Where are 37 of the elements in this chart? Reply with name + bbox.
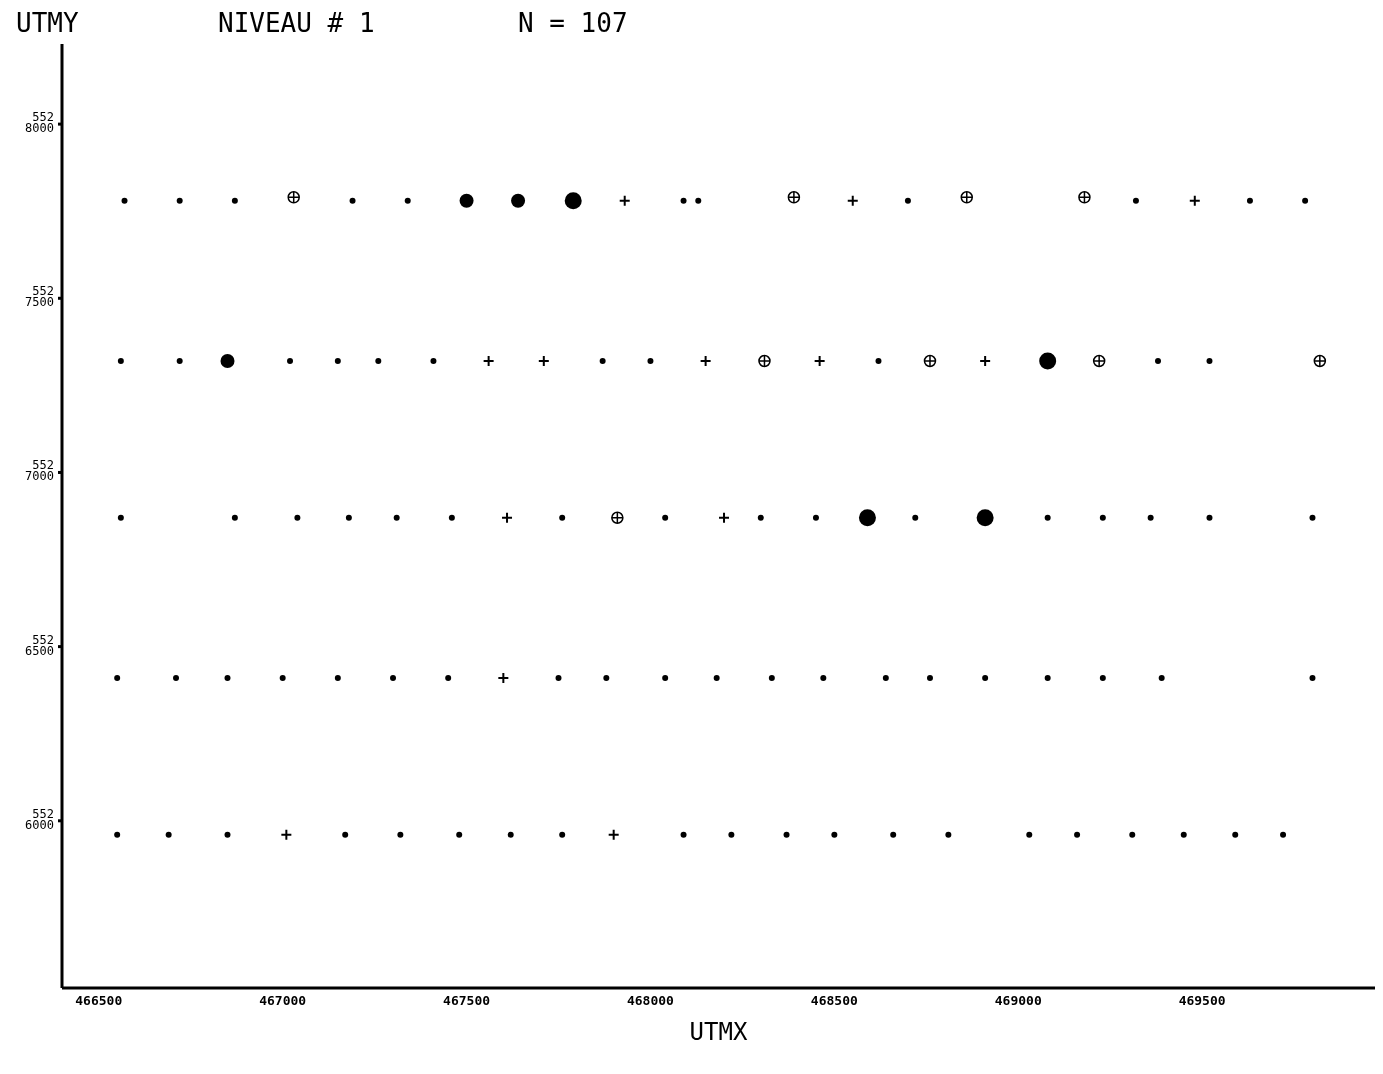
- y-tick-label: 552 7500: [25, 284, 54, 310]
- point: [220, 353, 235, 368]
- x-tick-label: 469500: [1178, 993, 1226, 1009]
- point: [846, 194, 859, 207]
- point: [923, 354, 937, 368]
- point: [287, 191, 300, 204]
- point: [280, 828, 293, 841]
- point: [611, 511, 624, 524]
- x-tick-label: 466500: [75, 993, 123, 1009]
- point: [976, 509, 994, 527]
- point: [1188, 194, 1201, 207]
- point: [607, 828, 620, 841]
- point: [1092, 354, 1106, 368]
- point: [787, 191, 801, 204]
- y-tick-label: 552 8000: [25, 110, 54, 136]
- y-axis-title: UTMY: [16, 8, 79, 38]
- x-tick-label: 467500: [443, 993, 491, 1009]
- point: [564, 192, 582, 210]
- point: [511, 193, 526, 208]
- y-tick-label: 552 6000: [25, 806, 54, 832]
- x-tick-label: 467000: [259, 993, 307, 1009]
- y-tick-label: 552 7000: [25, 458, 54, 484]
- chart-title: NIVEAU # 1: [218, 8, 375, 38]
- x-tick-label: 468000: [626, 993, 675, 1009]
- x-tick-label: 469000: [994, 993, 1042, 1009]
- point: [459, 193, 474, 208]
- point: [858, 509, 876, 527]
- chart-subtitle: N = 107: [518, 8, 628, 38]
- point: [1078, 191, 1091, 204]
- x-tick-label: 468500: [810, 993, 858, 1009]
- point: [1039, 352, 1057, 370]
- point: [1313, 354, 1327, 368]
- point: [618, 194, 631, 207]
- point: [758, 354, 771, 368]
- x-axis-title: UTMX: [689, 1018, 748, 1046]
- point: [960, 191, 974, 204]
- y-tick-label: 552 6500: [25, 632, 54, 658]
